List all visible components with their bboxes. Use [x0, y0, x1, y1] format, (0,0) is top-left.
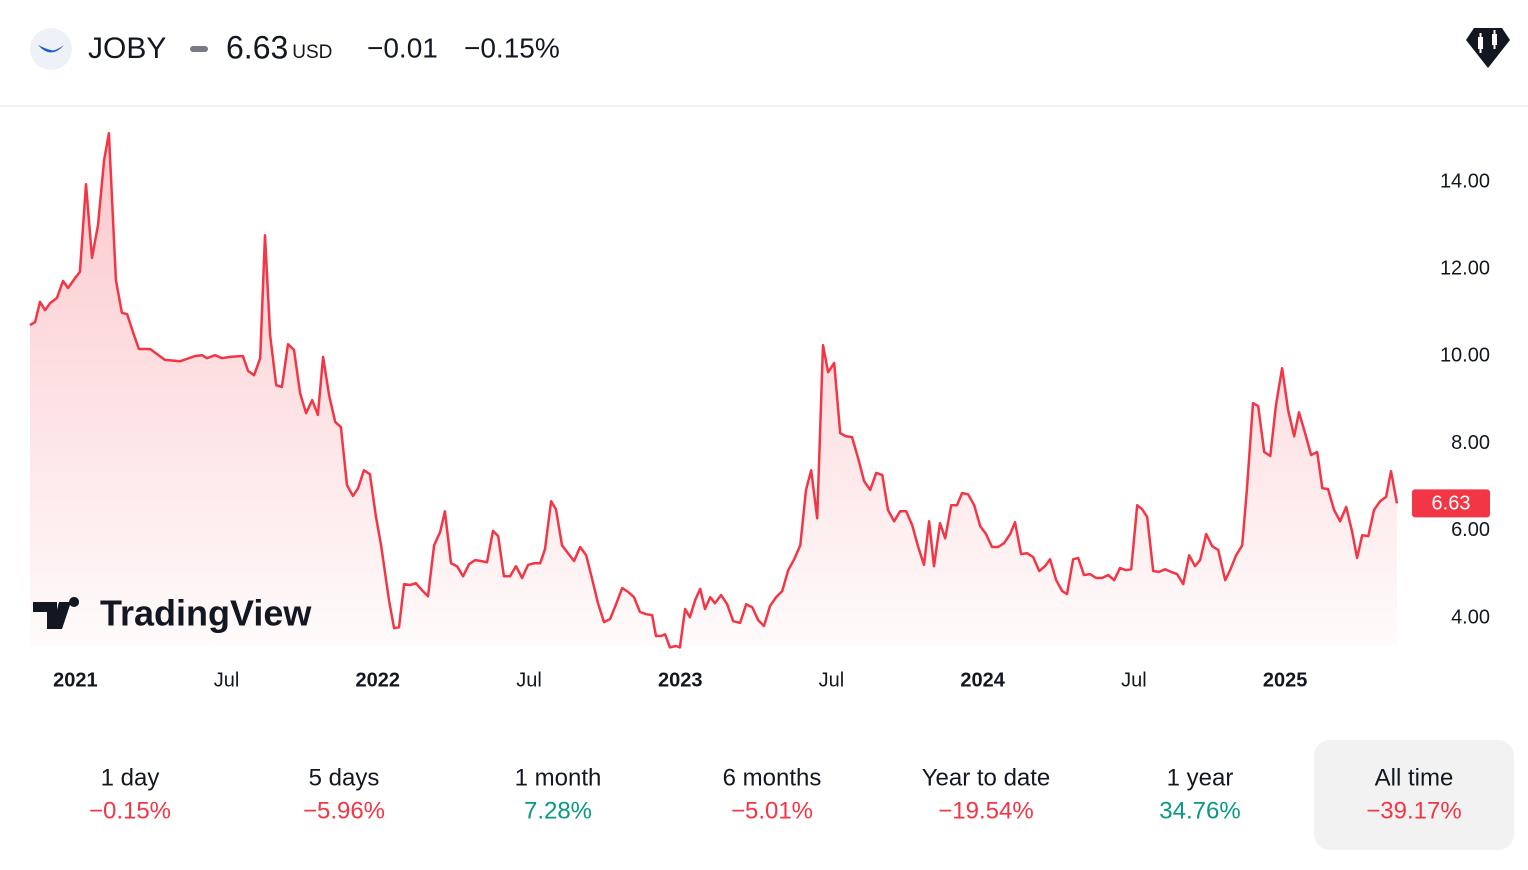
watermark: TradingView [33, 593, 312, 634]
period-label: 5 days [309, 764, 380, 791]
period-label: 1 day [101, 764, 160, 791]
period-selected-bg [1314, 740, 1514, 850]
x-tick-label: Jul [516, 669, 542, 691]
symbol: JOBY [88, 32, 166, 65]
area [30, 133, 1397, 648]
chart-type-button[interactable] [1466, 28, 1510, 68]
period-change: 7.28% [524, 797, 592, 824]
x-tick-label: 2025 [1263, 669, 1308, 691]
period-label: 1 year [1167, 764, 1234, 791]
last-price-badge [1412, 489, 1490, 518]
period-button[interactable]: Year to date −19.54% [922, 764, 1051, 824]
change-percent: −0.15% [464, 32, 560, 63]
price-line [29, 131, 1399, 649]
button-shape [1466, 28, 1510, 68]
x-tick-label: 2023 [658, 669, 703, 691]
logo-mark [38, 45, 64, 53]
x-tick-label: 2021 [53, 669, 98, 691]
period-button[interactable]: 1 year 34.76% [1159, 764, 1240, 824]
status-dash [190, 46, 208, 52]
period-label: All time [1375, 764, 1454, 791]
period-change: −5.96% [303, 797, 385, 824]
x-tick-label: 2024 [960, 669, 1005, 691]
period-button[interactable]: All time −39.17% [1314, 740, 1514, 850]
price: 6.63 [226, 29, 288, 65]
change: −0.01 [367, 32, 438, 63]
y-tick-label: 8.00 [1451, 432, 1490, 454]
y-tick-label: 6.00 [1451, 519, 1490, 541]
period-label: 6 months [723, 764, 822, 791]
watermark-logo [33, 597, 80, 629]
period-change: 34.76% [1159, 797, 1240, 824]
currency: USD [292, 42, 332, 63]
y-tick-label: 10.00 [1440, 345, 1490, 367]
period-button[interactable]: 6 months −5.01% [723, 764, 822, 824]
y-tick-label: 12.00 [1440, 258, 1490, 280]
period-change: −0.15% [89, 797, 171, 824]
y-tick-label: 14.00 [1440, 170, 1490, 192]
period-button[interactable]: 5 days −5.96% [303, 764, 385, 824]
x-tick-label: Jul [1121, 669, 1147, 691]
watermark-text: TradingView [100, 593, 312, 634]
period-change: −5.01% [731, 797, 813, 824]
symbol-logo [30, 28, 72, 70]
last-price-label: 6.63 [1432, 493, 1471, 515]
y-tick-label: 4.00 [1451, 606, 1490, 628]
x-tick-label: 2022 [356, 669, 401, 691]
period-button[interactable]: 1 day −0.15% [89, 764, 171, 824]
x-tick-label: Jul [819, 669, 845, 691]
x-tick-label: Jul [214, 669, 240, 691]
period-label: Year to date [922, 764, 1051, 791]
period-change: −39.17% [1366, 797, 1461, 824]
period-button[interactable]: 1 month 7.28% [515, 764, 602, 824]
period-label: 1 month [515, 764, 602, 791]
period-change: −19.54% [938, 797, 1033, 824]
